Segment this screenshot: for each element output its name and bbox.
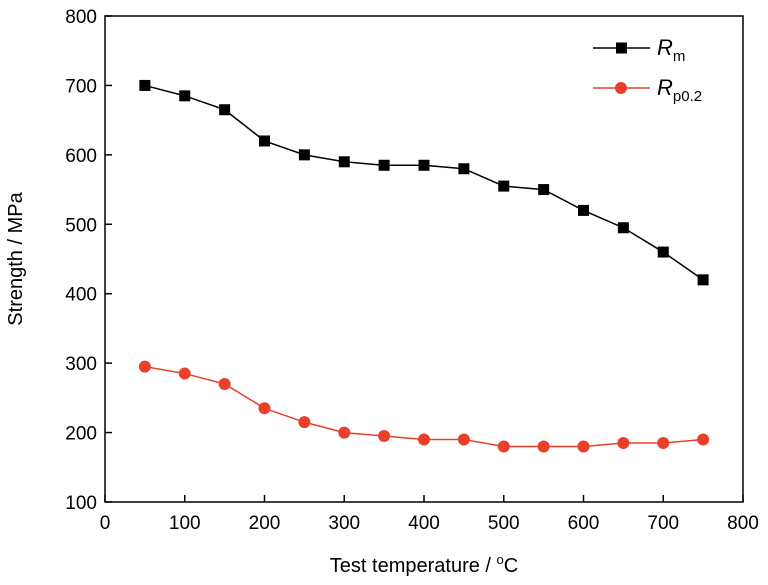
data-point-Rp0.2: [497, 440, 510, 453]
x-tick-label: 700: [647, 513, 679, 534]
y-tick-label: 600: [65, 146, 97, 167]
data-point-Rp0.2: [378, 430, 391, 443]
data-point-Rm: [578, 204, 589, 216]
data-point-Rm: [418, 159, 430, 171]
y-tick-label: 200: [65, 424, 97, 445]
y-axis-title: Strength / MPa: [5, 191, 27, 325]
x-tick-label: 400: [408, 513, 440, 534]
data-point-Rp0.2: [418, 433, 430, 446]
y-tick-label: 300: [65, 354, 97, 375]
data-point-Rp0.2: [298, 416, 311, 429]
data-point-Rp0.2: [537, 440, 550, 453]
legend-label-Rp0.2: Rp0.2: [657, 75, 702, 105]
data-point-Rm: [298, 149, 310, 161]
x-tick-label: 800: [727, 513, 759, 534]
data-point-Rm: [697, 274, 709, 286]
legend-label-main: R: [657, 75, 673, 100]
data-point-Rm: [498, 180, 510, 192]
y-tick-label: 800: [65, 7, 97, 28]
data-point-Rp0.2: [258, 402, 271, 415]
data-point-Rm: [617, 222, 629, 234]
data-point-Rp0.2: [617, 436, 630, 449]
data-point-Rp0.2: [657, 436, 670, 449]
y-tick-label: 100: [65, 493, 97, 514]
data-point-Rp0.2: [577, 440, 590, 453]
data-point-Rm: [657, 246, 669, 258]
legend-label-sub: p0.2: [673, 88, 702, 105]
data-point-Rp0.2: [218, 377, 231, 390]
x-tick-label: 100: [169, 513, 201, 534]
x-tick-label: 0: [100, 513, 111, 534]
data-point-Rm: [219, 104, 231, 116]
data-point-Rm: [179, 90, 191, 102]
x-axis-unit-degree: o: [497, 552, 504, 567]
x-axis-unit: C: [504, 555, 518, 577]
legend-marker-Rm: [616, 42, 627, 54]
y-tick-label: 400: [65, 285, 97, 306]
y-tick-label: 700: [65, 76, 97, 97]
data-point-Rp0.2: [138, 360, 151, 373]
data-point-Rp0.2: [697, 433, 710, 446]
x-tick-label: 500: [488, 513, 520, 534]
series-layer: [138, 79, 710, 453]
data-point-Rp0.2: [457, 433, 470, 446]
data-point-Rp0.2: [178, 367, 191, 380]
data-point-Rm: [338, 156, 350, 168]
x-axis-title: Test temperature / oC: [330, 552, 518, 577]
data-point-Rm: [458, 163, 470, 175]
x-tick-label: 600: [568, 513, 600, 534]
axis-ticks: 0 100 200 300 400 500 600 700 800100200300400500…: [65, 7, 759, 534]
data-point-Rm: [538, 184, 550, 196]
legend-label-Rm: Rm: [657, 35, 685, 65]
legend-label-sub: m: [673, 48, 686, 65]
y-tick-label: 500: [65, 215, 97, 236]
data-point-Rm: [378, 159, 390, 171]
legend-label-main: R: [657, 35, 673, 60]
x-tick-label: 200: [249, 513, 281, 534]
data-point-Rm: [139, 79, 151, 91]
plot-frame: [104, 15, 744, 503]
x-tick-label: 300: [328, 513, 360, 534]
data-point-Rp0.2: [338, 426, 351, 439]
x-axis-title-text: Test temperature /: [330, 555, 497, 577]
legend-marker-Rp0.2: [615, 82, 627, 94]
data-point-Rm: [259, 135, 270, 147]
